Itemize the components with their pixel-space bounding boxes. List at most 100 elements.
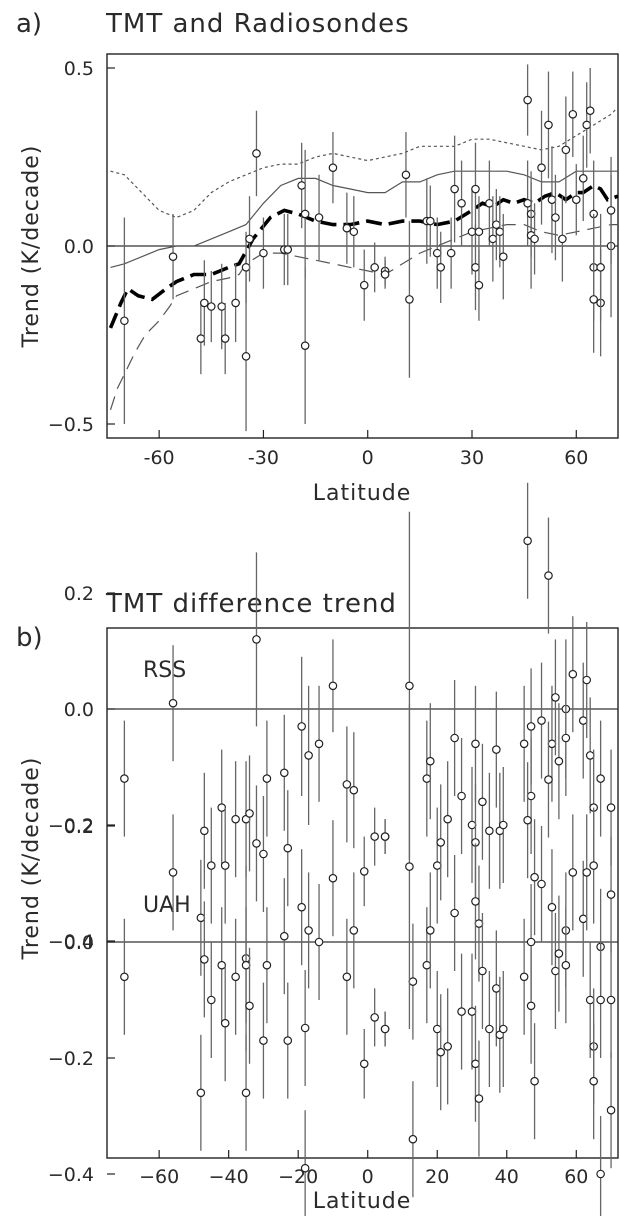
uah-point-11 <box>252 839 261 848</box>
rss-point-50 <box>537 716 546 725</box>
panel-a-point-40 <box>485 198 494 208</box>
rss-point-31 <box>432 861 442 870</box>
panel-a-x-tick-label: 30 <box>460 447 484 469</box>
rss-point-13 <box>262 774 272 783</box>
panel-a-point-31 <box>436 263 446 272</box>
uah-point-52 <box>547 902 557 912</box>
panel-b-y-tick-label: −0.2 <box>48 815 94 837</box>
uah-point-57 <box>568 868 578 877</box>
panel-a-point-2 <box>196 334 206 343</box>
uah-point-8 <box>241 1088 251 1098</box>
panel-a-y-tick-label: −0.5 <box>48 414 94 436</box>
panel-a-point-3 <box>200 298 209 308</box>
panel-a-point-63 <box>589 295 598 304</box>
curve-long-dash <box>109 224 618 410</box>
panel-a-point-52 <box>547 195 557 205</box>
rss-point-1 <box>168 698 178 708</box>
uah-point-10 <box>245 1001 254 1011</box>
uah-point-58 <box>578 914 588 924</box>
rss-point-21 <box>342 780 352 789</box>
panel-b-x-tick-label: 60 <box>564 1166 588 1188</box>
uah-point-60 <box>585 995 595 1005</box>
rss-point-4 <box>206 861 216 870</box>
uah-point-26 <box>380 1024 390 1034</box>
uah-point-39 <box>474 1094 484 1103</box>
panel-a-point-49 <box>530 234 539 244</box>
rss-point-42 <box>492 745 501 754</box>
uah-point-4 <box>206 995 216 1005</box>
uah-point-35 <box>457 1007 466 1016</box>
panel-a-point-41 <box>488 234 498 244</box>
uah-point-46 <box>523 815 532 825</box>
panel-a-point-26 <box>401 170 411 180</box>
rss-point-52 <box>547 739 557 749</box>
panel-a-y-ticks: −0.5 0.0 0.5 <box>48 58 115 436</box>
uah-point-30 <box>425 926 435 935</box>
rss-point-56 <box>561 733 571 743</box>
panel-b-x-tick-label: 20 <box>425 1166 449 1188</box>
rss-point-64 <box>596 774 605 783</box>
uah-point-29 <box>422 960 432 970</box>
uah-point-9 <box>241 960 251 970</box>
panel-a-point-18 <box>314 213 324 222</box>
panel-a-point-67 <box>606 206 616 215</box>
rss-point-57 <box>568 669 578 679</box>
panel-a-point-19 <box>328 163 338 172</box>
panel-a-point-50 <box>537 163 546 172</box>
rss-point-29 <box>422 774 432 783</box>
uah-point-44 <box>498 1024 508 1034</box>
rss-point-10 <box>245 809 254 818</box>
uah-point-32 <box>436 1047 446 1057</box>
uah-point-20 <box>328 873 338 883</box>
panel-b-x-tick-label: 0 <box>362 1166 374 1188</box>
rss-point-28 <box>408 977 418 986</box>
rss-point-32 <box>436 838 446 847</box>
rss-point-0 <box>120 774 129 783</box>
rss-point-48 <box>526 791 536 801</box>
rss-point-18 <box>304 751 313 760</box>
rss-point-51 <box>544 571 553 580</box>
panel-a-point-46 <box>523 198 532 208</box>
uah-point-51 <box>544 775 553 784</box>
rss-series-label: RSS <box>143 658 186 683</box>
uah-point-59 <box>582 868 592 877</box>
rss-point-7 <box>231 814 240 824</box>
curve-thick-dash <box>108 183 619 329</box>
panel-a-point-10 <box>245 234 254 244</box>
panel-b-letter: b) <box>16 623 43 653</box>
uah-point-16 <box>297 902 306 912</box>
rss-point-15 <box>283 843 293 853</box>
rss-point-16 <box>297 722 306 731</box>
uah-point-41 <box>485 1024 494 1034</box>
uah-point-28 <box>408 1134 418 1144</box>
panel-b: TMT difference trend b) RSS UAH −60 −40 −2… <box>16 482 619 1216</box>
panel-b-frame <box>106 627 619 1159</box>
rss-point-59 <box>582 675 592 685</box>
panel-a-point-32 <box>446 248 456 258</box>
panel-a-y-tick-label: 0.0 <box>64 236 94 258</box>
panel-a-point-7 <box>231 298 240 308</box>
panel-a-point-56 <box>568 109 578 119</box>
rss-point-40 <box>478 797 487 807</box>
panel-a-point-35 <box>467 227 477 237</box>
panel-a-x-tick-label: -30 <box>248 447 279 469</box>
rss-point-11 <box>252 635 261 644</box>
uah-series-label: UAH <box>143 893 191 918</box>
rss-point-20 <box>328 681 338 691</box>
panel-a-point-43 <box>495 227 505 237</box>
uah-point-34 <box>450 908 459 918</box>
rss-point-14 <box>279 768 289 778</box>
uah-point-36 <box>467 1007 477 1016</box>
panel-a-point-45 <box>523 95 532 105</box>
uah-point-14 <box>279 931 289 941</box>
panel-b-points <box>120 482 616 1216</box>
uah-point-24 <box>370 1013 379 1022</box>
uah-point-0 <box>120 972 129 982</box>
rss-point-17 <box>300 1023 310 1033</box>
uah-point-42 <box>492 984 501 993</box>
panel-a-x-tick-label: -60 <box>144 447 175 469</box>
uah-point-27 <box>405 862 414 871</box>
panel-a-point-33 <box>450 184 459 194</box>
uah-point-19 <box>314 937 324 947</box>
panel-a-x-axis-label: Latitude <box>313 481 412 506</box>
